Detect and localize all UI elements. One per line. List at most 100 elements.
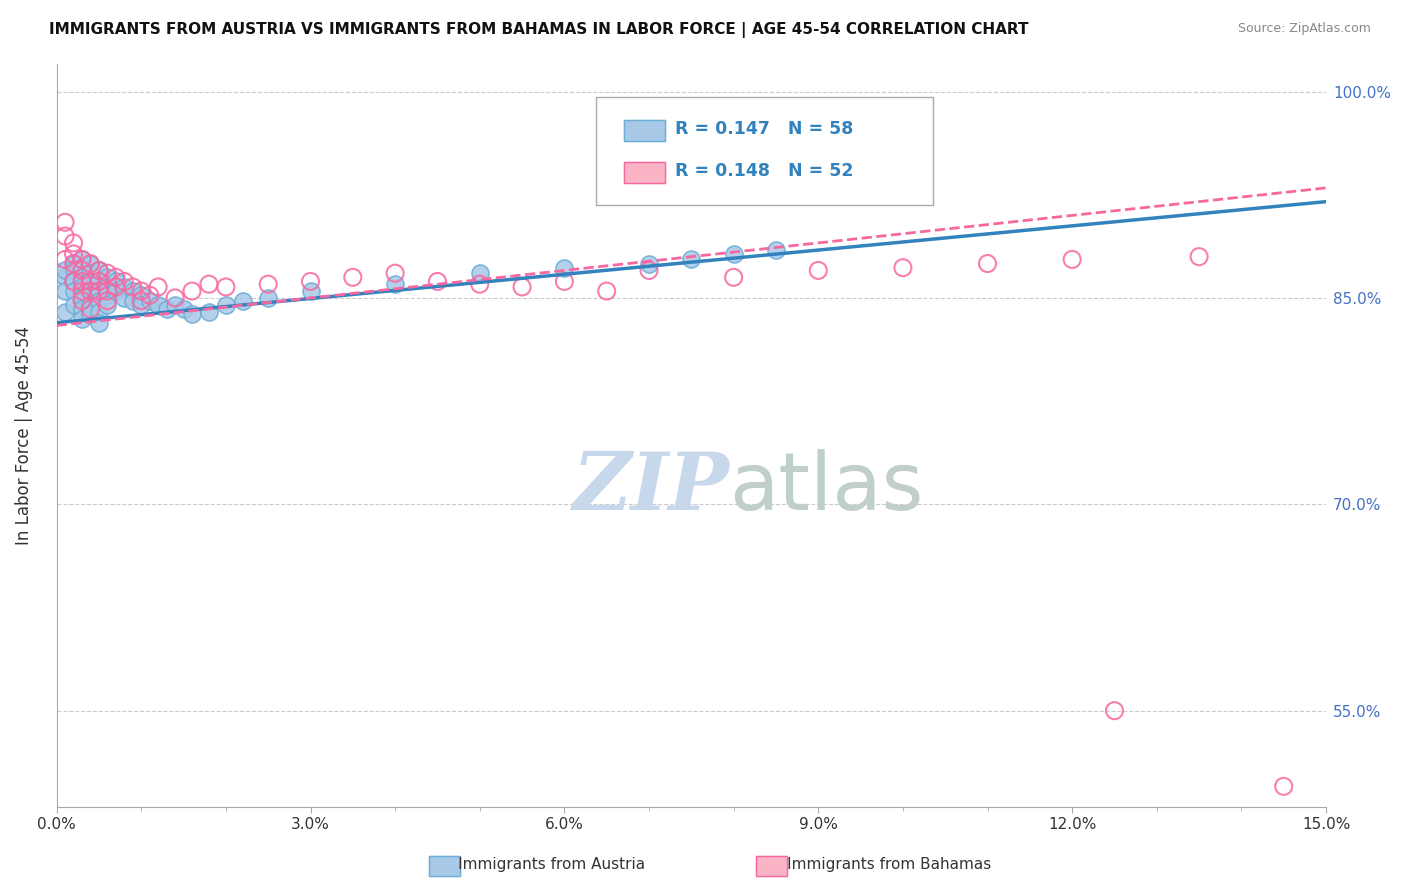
Point [87, 316, 110, 330]
Text: R = 0.148   N = 52: R = 0.148 N = 52 [675, 162, 853, 180]
Point [976, 256, 998, 270]
Point [257, 277, 280, 292]
Point [181, 284, 204, 298]
Point [129, 288, 152, 302]
Point [53, 263, 76, 277]
Point [257, 291, 280, 305]
Point [87, 275, 110, 289]
Point [104, 280, 127, 294]
Point [70, 291, 93, 305]
Bar [624, 162, 665, 183]
Point [53, 252, 76, 267]
Point [138, 288, 160, 302]
Point [1062, 252, 1084, 267]
Bar [429, 856, 460, 876]
Point [96, 270, 118, 285]
Point [70, 284, 93, 298]
Point [426, 275, 449, 289]
Point [79, 298, 101, 312]
Point [104, 270, 127, 285]
Point [215, 298, 238, 312]
Point [62, 256, 84, 270]
Text: Immigrants from Bahamas: Immigrants from Bahamas [752, 857, 991, 872]
Text: Immigrants from Austria: Immigrants from Austria [423, 857, 645, 872]
Point [165, 291, 187, 305]
Point [87, 263, 110, 277]
Point [53, 229, 76, 244]
Point [146, 280, 169, 294]
Point [87, 293, 110, 308]
Point [53, 304, 76, 318]
Point [79, 284, 101, 298]
Point [70, 260, 93, 275]
Point [299, 284, 322, 298]
Point [146, 298, 169, 312]
Point [53, 215, 76, 229]
Point [638, 263, 661, 277]
Point [79, 284, 101, 298]
Point [70, 311, 93, 326]
Point [96, 284, 118, 298]
Point [62, 275, 84, 289]
Point [138, 293, 160, 308]
Bar [429, 856, 460, 876]
Point [70, 252, 93, 267]
Point [62, 235, 84, 250]
Point [87, 304, 110, 318]
FancyBboxPatch shape [596, 97, 932, 205]
Point [553, 275, 575, 289]
Point [198, 277, 221, 292]
Point [79, 256, 101, 270]
Point [468, 266, 491, 280]
Point [723, 270, 745, 285]
Point [173, 301, 195, 316]
Point [96, 293, 118, 308]
Point [165, 298, 187, 312]
Point [468, 277, 491, 292]
Point [112, 275, 135, 289]
Point [96, 280, 118, 294]
Point [198, 304, 221, 318]
Point [70, 270, 93, 285]
Point [70, 263, 93, 277]
Point [1188, 250, 1211, 264]
Point [70, 301, 93, 316]
Text: R = 0.147   N = 58: R = 0.147 N = 58 [675, 120, 853, 137]
Bar [624, 162, 665, 183]
Bar [624, 120, 665, 141]
Point [62, 298, 84, 312]
Point [181, 308, 204, 322]
Point [87, 275, 110, 289]
Point [342, 270, 364, 285]
Point [384, 277, 406, 292]
Point [96, 288, 118, 302]
Point [79, 301, 101, 316]
Point [70, 252, 93, 267]
Point [62, 247, 84, 261]
Point [121, 284, 143, 298]
Point [299, 275, 322, 289]
Point [596, 284, 619, 298]
Point [79, 256, 101, 270]
Point [53, 270, 76, 285]
Point [87, 284, 110, 298]
Bar [624, 120, 665, 141]
Point [62, 263, 84, 277]
Y-axis label: In Labor Force | Age 45-54: In Labor Force | Age 45-54 [15, 326, 32, 545]
Point [104, 284, 127, 298]
Point [121, 293, 143, 308]
Point [70, 275, 93, 289]
Point [96, 266, 118, 280]
Text: IMMIGRANTS FROM AUSTRIA VS IMMIGRANTS FROM BAHAMAS IN LABOR FORCE | AGE 45-54 CO: IMMIGRANTS FROM AUSTRIA VS IMMIGRANTS FR… [49, 22, 1029, 38]
Point [765, 243, 787, 257]
Point [96, 298, 118, 312]
Point [1272, 780, 1295, 794]
Point [121, 280, 143, 294]
Point [79, 275, 101, 289]
Point [681, 252, 703, 267]
Point [638, 256, 661, 270]
Text: Source: ZipAtlas.com: Source: ZipAtlas.com [1237, 22, 1371, 36]
Point [129, 298, 152, 312]
Point [53, 284, 76, 298]
Point [62, 284, 84, 298]
